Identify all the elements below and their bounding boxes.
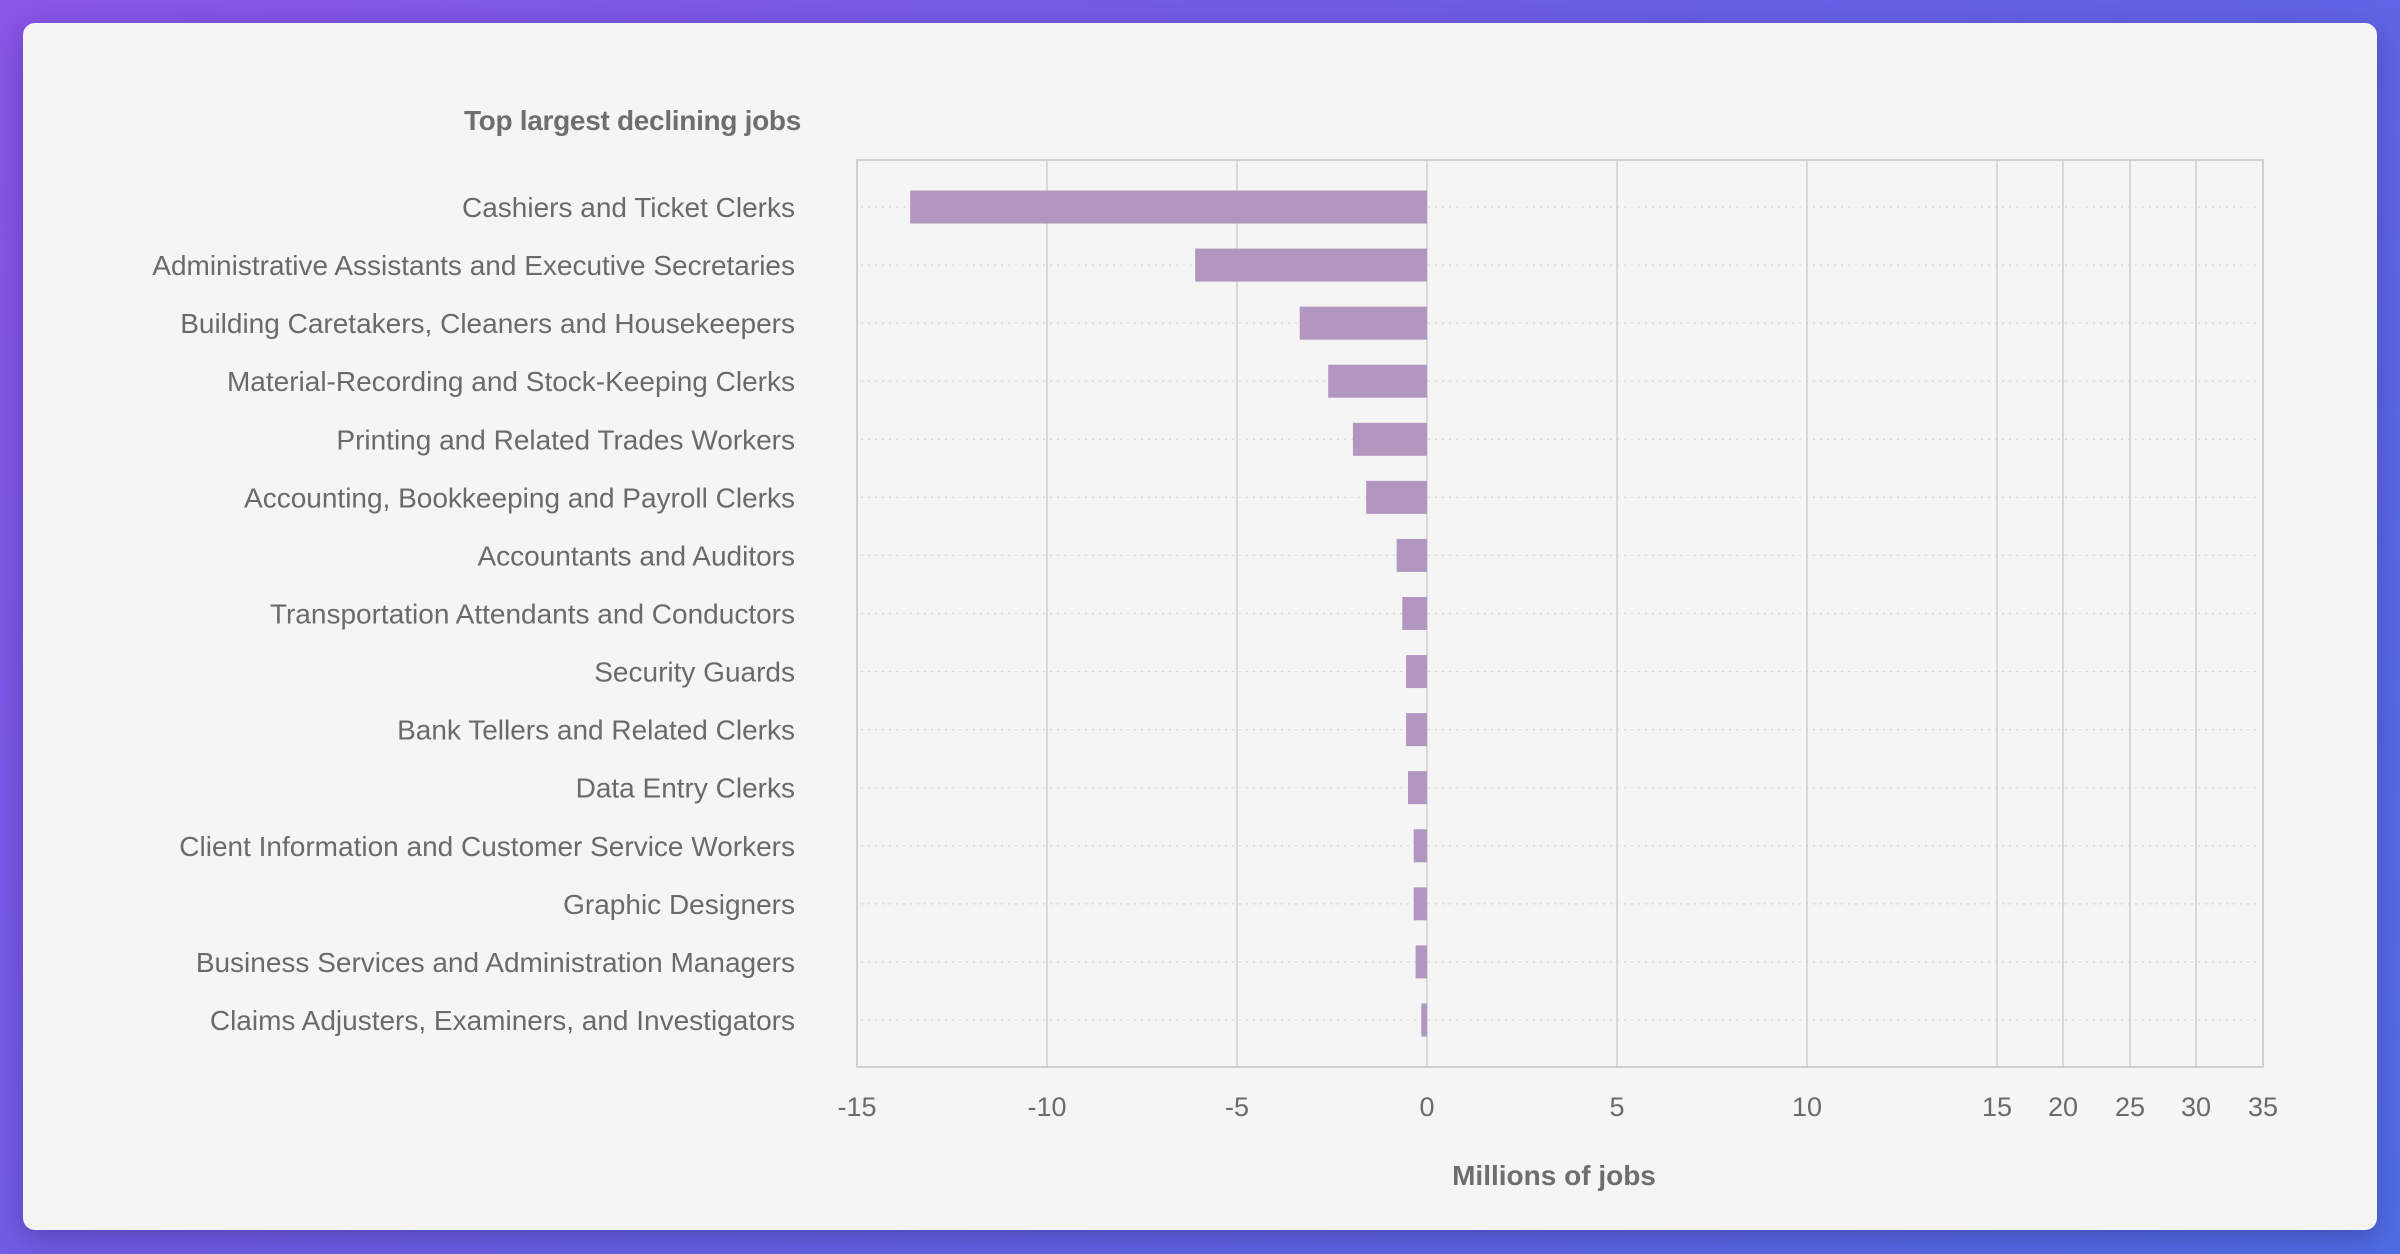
bar	[1408, 771, 1427, 805]
x-tick-label: 30	[2181, 1092, 2211, 1122]
category-label: Claims Adjusters, Examiners, and Investi…	[210, 1005, 795, 1036]
category-label: Printing and Related Trades Workers	[336, 424, 795, 455]
x-tick-label: -15	[837, 1092, 876, 1122]
x-tick-label: -10	[1027, 1092, 1066, 1122]
bar	[1421, 1003, 1427, 1037]
category-label: Material-Recording and Stock-Keeping Cle…	[227, 366, 795, 397]
category-label: Security Guards	[594, 657, 795, 688]
bar	[1328, 364, 1427, 398]
bar	[910, 190, 1427, 224]
category-label: Transportation Attendants and Conductors	[270, 598, 795, 629]
x-tick-label: 0	[1419, 1092, 1434, 1122]
chart-title: Top largest declining jobs	[463, 105, 801, 136]
bar	[1195, 248, 1427, 282]
x-tick-label: -5	[1225, 1092, 1249, 1122]
x-tick-label: 15	[1982, 1092, 2012, 1122]
chart-card: Top largest declining jobs Cashiers and …	[23, 23, 2377, 1230]
bar-chart: Cashiers and Ticket Clerks Administrative…	[152, 159, 2278, 1122]
category-label: Building Caretakers, Cleaners and Housek…	[180, 308, 795, 339]
category-label: Administrative Assistants and Executive …	[152, 250, 795, 281]
bar	[1366, 480, 1427, 514]
category-label: Accounting, Bookkeeping and Payroll Cler…	[244, 482, 795, 513]
bar	[1415, 945, 1427, 979]
x-tick-label: 10	[1792, 1092, 1822, 1122]
category-label: Graphic Designers	[563, 889, 795, 920]
bar	[1413, 829, 1427, 863]
bar	[1406, 713, 1427, 747]
category-label: Accountants and Auditors	[477, 540, 795, 571]
x-tick-label: 25	[2115, 1092, 2145, 1122]
bar	[1396, 538, 1427, 572]
category-label: Business Services and Administration Man…	[196, 947, 795, 978]
category-label: Bank Tellers and Related Clerks	[397, 715, 795, 746]
category-label: Client Information and Customer Service …	[179, 831, 795, 862]
x-axis-label: Millions of jobs	[1452, 1160, 1656, 1191]
x-tick-label: 35	[2248, 1092, 2278, 1122]
plot-frame	[856, 159, 2264, 1068]
bar	[1352, 422, 1427, 456]
category-label: Data Entry Clerks	[576, 773, 795, 804]
bar	[1413, 887, 1427, 921]
bar	[1299, 306, 1427, 340]
bar	[1406, 655, 1427, 689]
bar	[1402, 596, 1427, 630]
x-tick-label: 20	[2048, 1092, 2078, 1122]
category-label: Cashiers and Ticket Clerks	[462, 192, 795, 223]
x-tick-label: 5	[1609, 1092, 1624, 1122]
